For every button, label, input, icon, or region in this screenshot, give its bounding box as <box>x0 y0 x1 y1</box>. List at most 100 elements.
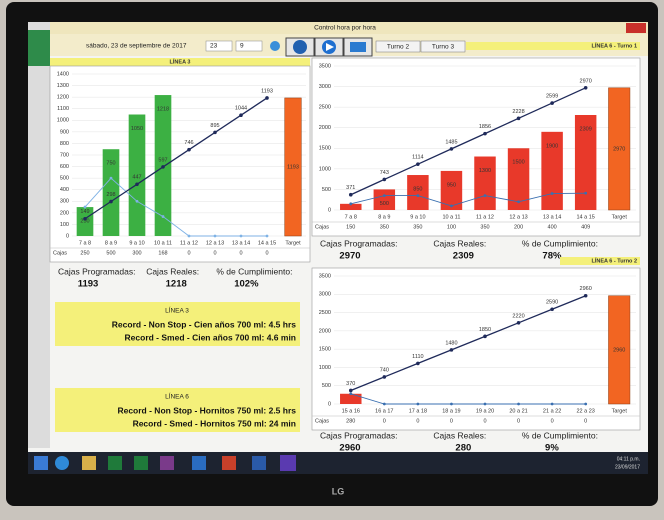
x-tick-label: 9 a 10 <box>410 214 425 220</box>
summary-label: Cajas Programadas: <box>58 266 135 276</box>
hourly-point <box>109 176 113 180</box>
y-tick-label: 1100 <box>57 106 69 112</box>
bar-label: 1300 <box>479 168 491 174</box>
close-button[interactable] <box>626 23 646 33</box>
summary-label: % de Cumplimiento: <box>522 430 598 440</box>
brand-logo: LG <box>332 486 345 496</box>
summary-value: 2960 <box>339 443 360 454</box>
line-label: 370 <box>346 381 355 387</box>
x-tick-label: 13 a 14 <box>232 240 250 246</box>
summary-label: % de Cumplimiento: <box>522 238 598 248</box>
y-tick-label: 0 <box>328 401 331 407</box>
taskbar-app[interactable] <box>134 456 148 470</box>
line-point <box>416 361 420 366</box>
hourly-point <box>83 205 87 209</box>
line-label: 740 <box>380 367 389 373</box>
hourly-point <box>550 192 554 195</box>
hourly-point <box>239 234 243 238</box>
hourly-point <box>161 215 165 218</box>
row-value: 250 <box>80 250 89 256</box>
row-value: 500 <box>106 250 115 256</box>
line-point <box>483 334 487 339</box>
y-tick-label: 500 <box>322 383 331 389</box>
y-tick-label: 1000 <box>319 365 331 371</box>
x-tick-label: 11 a 12 <box>180 240 198 246</box>
row-value: 0 <box>416 418 419 424</box>
line-point <box>449 348 454 352</box>
hourly-point <box>187 234 191 238</box>
taskbar-app[interactable] <box>108 456 122 470</box>
bar <box>373 189 396 210</box>
taskbar <box>28 452 648 474</box>
bar-label: 1900 <box>546 143 558 149</box>
y-tick-label: 500 <box>322 187 331 193</box>
day-select[interactable] <box>205 40 233 52</box>
x-tick-label: 14 a 15 <box>576 214 594 220</box>
line-line <box>84 97 268 220</box>
hourly-point <box>517 200 520 204</box>
summary-label: % de Cumplimiento: <box>216 266 292 276</box>
row-value: 0 <box>551 418 554 424</box>
y-tick-label: 3000 <box>319 84 331 90</box>
taskbar-app[interactable] <box>280 455 296 471</box>
hourly-line <box>84 177 267 237</box>
y-tick-label: 600 <box>60 164 69 170</box>
y-tick-label: 1000 <box>319 166 331 172</box>
start-button[interactable] <box>34 456 48 470</box>
tab-turno-3[interactable] <box>420 40 466 53</box>
taskbar-app[interactable] <box>192 456 206 470</box>
hourly-point <box>450 402 453 406</box>
row-value: 0 <box>187 250 190 256</box>
line-label: 2220 <box>512 313 524 319</box>
bar-label: 250 <box>80 219 89 225</box>
row-value: 0 <box>584 418 587 424</box>
row-value: 0 <box>450 418 453 424</box>
row-label: Cajas <box>315 224 329 230</box>
line-point <box>550 101 554 105</box>
row-value: 0 <box>483 418 486 424</box>
line-label: 1480 <box>445 340 457 346</box>
line-point <box>109 199 113 204</box>
row-value: 150 <box>346 224 355 230</box>
y-tick-label: 1500 <box>319 146 331 152</box>
refresh-icon[interactable] <box>270 41 280 51</box>
hour-select[interactable] <box>235 40 263 52</box>
bar-label: 2309 <box>580 126 592 132</box>
line-label: 2228 <box>512 109 524 115</box>
row-value: 350 <box>413 224 422 230</box>
tab-label: Turno 3 <box>432 44 455 51</box>
line-label: 2970 <box>580 78 592 84</box>
bar <box>128 114 146 236</box>
taskbar-app[interactable] <box>55 456 69 470</box>
x-tick-label: 7 a 8 <box>79 240 91 246</box>
x-tick-label: 8 a 9 <box>378 214 390 220</box>
x-tick-label: Target <box>612 214 628 220</box>
taskbar-app[interactable] <box>222 456 236 470</box>
chart-header: LÍNEA 3 <box>170 57 191 65</box>
taskbar-app[interactable] <box>82 456 96 470</box>
record-box <box>55 388 300 432</box>
line-label: 149 <box>80 209 89 215</box>
hourly-point <box>416 402 420 406</box>
line-point <box>382 177 387 182</box>
sheet-row-headers <box>28 22 50 448</box>
y-tick-label: 700 <box>60 152 69 158</box>
y-tick-label: 0 <box>328 207 331 213</box>
taskbar-app[interactable] <box>252 456 266 470</box>
bar <box>340 203 362 210</box>
line-label: 1193 <box>261 88 273 94</box>
record-line: Record - Smed - Cien años 700 ml: 4.6 mi… <box>125 332 296 342</box>
row-value: 0 <box>265 250 268 256</box>
line-label: 2599 <box>546 94 558 100</box>
y-tick-label: 900 <box>60 129 69 135</box>
record-title: LÍNEA 6 <box>165 392 189 401</box>
summary-label: Cajas Programadas: <box>320 238 397 248</box>
y-tick-label: 1500 <box>319 347 331 353</box>
bar <box>407 175 429 210</box>
summary-label: Cajas Programadas: <box>320 430 397 440</box>
line-label: 1110 <box>412 354 423 360</box>
tab-turno-2[interactable] <box>375 40 421 53</box>
taskbar-app[interactable] <box>160 456 174 470</box>
x-tick-label: 8 a 9 <box>105 240 117 246</box>
